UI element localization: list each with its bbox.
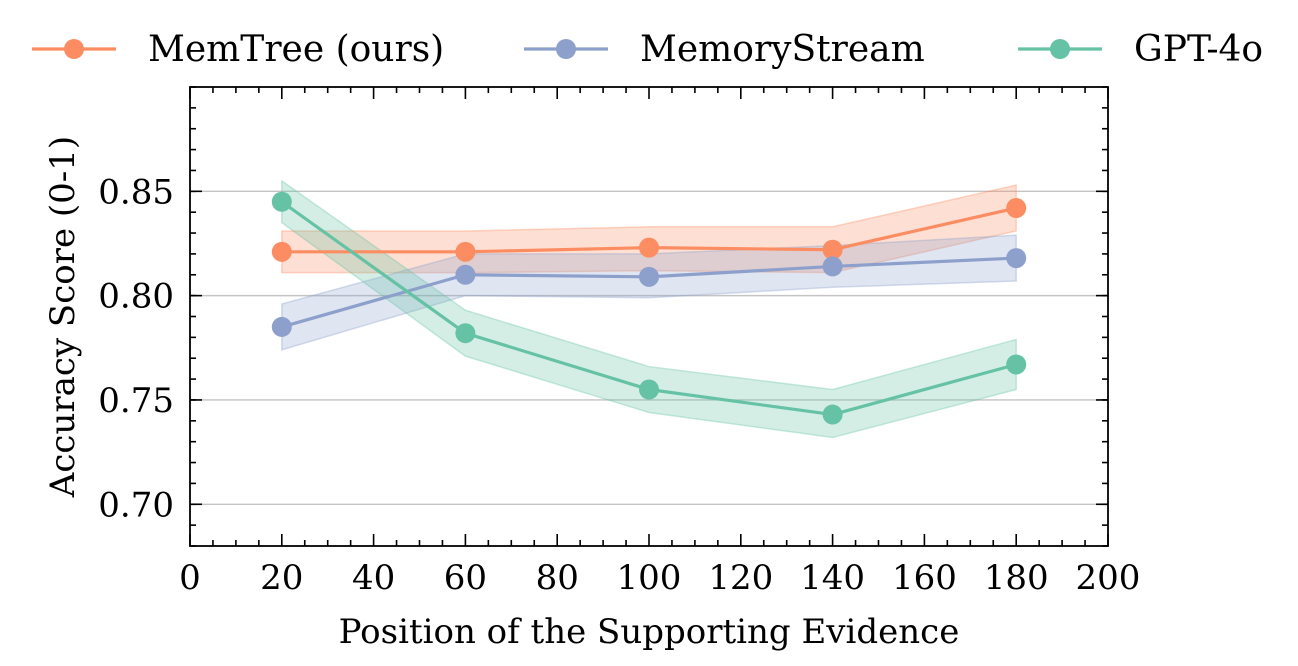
legend-marker-0 bbox=[64, 39, 84, 59]
x-axis-label: Position of the Supporting Evidence bbox=[339, 612, 960, 652]
point-series-1-1 bbox=[455, 264, 476, 285]
y-tick-label-2: 0.80 bbox=[98, 277, 174, 317]
x-tick-label-6: 120 bbox=[708, 558, 773, 598]
point-series-2-4 bbox=[1006, 354, 1027, 375]
legend: MemTree (ours) MemoryStream GPT-4o bbox=[32, 29, 1263, 70]
x-tick-label-7: 140 bbox=[800, 558, 865, 598]
point-series-2-1 bbox=[455, 323, 476, 344]
point-series-0-4 bbox=[1006, 198, 1027, 219]
x-tick-label-3: 60 bbox=[444, 558, 487, 598]
point-series-2-0 bbox=[271, 191, 292, 212]
legend-marker-2 bbox=[1050, 39, 1070, 59]
x-tick-label-5: 100 bbox=[617, 558, 682, 598]
point-series-1-0 bbox=[271, 316, 292, 337]
y-tick-label-3: 0.85 bbox=[98, 172, 174, 212]
point-series-2-3 bbox=[822, 404, 843, 425]
y-tick-label-0: 0.70 bbox=[98, 485, 174, 525]
x-tick-label-0: 0 bbox=[179, 558, 201, 598]
point-series-2-2 bbox=[639, 379, 659, 400]
y-tick-label-1: 0.75 bbox=[98, 381, 174, 421]
x-tick-label-1: 20 bbox=[260, 558, 303, 598]
x-tick-label-9: 180 bbox=[984, 558, 1049, 598]
axis-ticks bbox=[189, 86, 1109, 547]
tick-labels: 0 20 40 60 80 100 120 140 160 180 200 0.70 0.75 0.80 0… bbox=[98, 172, 1140, 598]
legend-label-2: GPT-4o bbox=[1134, 29, 1263, 70]
point-series-0-3 bbox=[822, 239, 843, 260]
legend-label-1: MemoryStream bbox=[640, 29, 925, 70]
x-tick-label-4: 80 bbox=[536, 558, 579, 598]
point-series-0-0 bbox=[271, 241, 292, 262]
legend-marker-1 bbox=[556, 39, 576, 59]
point-series-1-2 bbox=[639, 266, 659, 287]
x-tick-label-8: 160 bbox=[892, 558, 957, 598]
x-tick-label-2: 40 bbox=[352, 558, 395, 598]
x-tick-label-10: 200 bbox=[1076, 558, 1141, 598]
point-series-1-3 bbox=[822, 256, 843, 277]
legend-label-0: MemTree (ours) bbox=[148, 29, 444, 70]
point-series-1-4 bbox=[1006, 248, 1027, 269]
series-points bbox=[271, 191, 1027, 425]
y-axis-label: Accuracy Score (0-1) bbox=[43, 136, 83, 498]
grid-lines bbox=[190, 190, 1108, 505]
point-series-0-1 bbox=[455, 241, 476, 262]
point-series-0-2 bbox=[639, 237, 659, 258]
